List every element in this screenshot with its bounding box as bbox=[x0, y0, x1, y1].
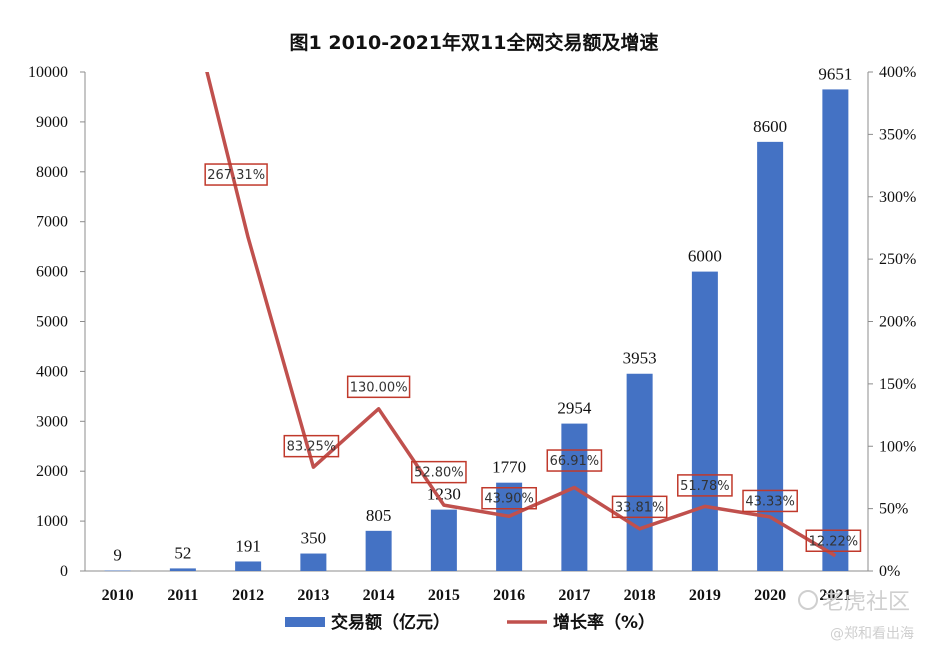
bar bbox=[235, 561, 262, 571]
x-tick-label: 2011 bbox=[167, 587, 198, 604]
rate-value-label: 51.78% bbox=[680, 479, 730, 494]
bar bbox=[757, 141, 784, 572]
y-right-tick-label: 200% bbox=[879, 314, 916, 331]
y-right-tick-label: 350% bbox=[879, 126, 916, 143]
chart-title: 图1 2010-2021年双11全网交易额及增速 bbox=[290, 31, 659, 54]
y-left-tick-label: 8000 bbox=[36, 164, 68, 181]
rate-value-label: 66.91% bbox=[550, 454, 600, 469]
bar bbox=[104, 570, 131, 572]
rate-label-box bbox=[742, 489, 798, 513]
legend: 交易额（亿元） 增长率（%） bbox=[285, 612, 655, 633]
y-left-tick-label: 2000 bbox=[36, 463, 68, 480]
watermark-brand: 老虎社区 bbox=[822, 590, 910, 615]
bar-value-label: 8600 bbox=[753, 117, 787, 136]
rate-value-label: 43.33% bbox=[745, 494, 795, 509]
y-left-tick-label: 0 bbox=[60, 563, 68, 580]
bar-value-label: 3953 bbox=[623, 349, 657, 368]
line-series: 267.31% 83.25% 130.00% 52.80% 43.90% 66.91% 33… bbox=[204, 72, 862, 558]
x-tick-label: 2010 bbox=[102, 587, 134, 604]
rate-label-box bbox=[805, 529, 862, 553]
bar bbox=[822, 89, 849, 571]
y-left-tick-label: 3000 bbox=[36, 413, 68, 430]
growth-rate-line bbox=[205, 72, 837, 558]
bar bbox=[430, 509, 457, 571]
rate-label-box bbox=[283, 434, 340, 458]
bar bbox=[691, 271, 718, 571]
bar bbox=[300, 553, 327, 571]
rate-label-box bbox=[546, 449, 603, 472]
y-left-tick-label: 10000 bbox=[28, 64, 68, 81]
y-right-tick-label: 0% bbox=[879, 563, 900, 580]
rate-value-label: 43.90% bbox=[484, 492, 534, 507]
bar bbox=[561, 423, 588, 571]
y-right-tick-label: 50% bbox=[879, 501, 908, 518]
watermark: 老虎社区 @郑和看出海 bbox=[798, 590, 914, 642]
bar-value-label: 9 bbox=[113, 546, 122, 565]
bar bbox=[169, 568, 196, 571]
x-tick-label: 2015 bbox=[428, 587, 460, 604]
y-left-tick-label: 4000 bbox=[36, 363, 68, 380]
bar bbox=[496, 482, 523, 571]
axes: 0 1000 2000 3000 4000 5000 6000 7000 8000 9000 100… bbox=[28, 64, 916, 604]
bar-value-label: 350 bbox=[301, 529, 327, 548]
x-tick-label: 2020 bbox=[754, 587, 786, 604]
y-right-tick-label: 250% bbox=[879, 251, 916, 268]
rate-value-label: 267.31% bbox=[207, 168, 265, 183]
bar-value-label: 52 bbox=[174, 543, 191, 562]
x-tick-label: 2018 bbox=[624, 587, 656, 604]
legend-label-line: 增长率（%） bbox=[553, 612, 655, 633]
x-tick-label: 2021 bbox=[819, 587, 851, 604]
x-tick-label: 2012 bbox=[232, 587, 264, 604]
y-left-tick-label: 9000 bbox=[36, 114, 68, 131]
y-left-tick-label: 5000 bbox=[36, 314, 68, 331]
bar-value-label: 1230 bbox=[427, 485, 461, 504]
bar-value-label: 191 bbox=[235, 536, 261, 555]
rate-label-box bbox=[411, 460, 467, 484]
rate-label-box bbox=[611, 495, 668, 519]
rate-value-label: 52.80% bbox=[414, 466, 464, 481]
x-tick-label: 2013 bbox=[297, 587, 329, 604]
y-right-tick-label: 400% bbox=[879, 64, 916, 81]
rate-value-label: 83.25% bbox=[287, 440, 337, 455]
bar bbox=[365, 530, 392, 571]
legend-swatch-bar bbox=[285, 617, 325, 627]
rate-value-label: 33.81% bbox=[615, 500, 665, 515]
y-right-tick-label: 100% bbox=[879, 438, 916, 455]
y-right-tick-label: 150% bbox=[879, 376, 916, 393]
x-tick-label: 2019 bbox=[689, 587, 721, 604]
y-left-tick-label: 6000 bbox=[36, 264, 68, 281]
rate-label-box bbox=[346, 375, 411, 399]
watermark-handle: @郑和看出海 bbox=[830, 626, 914, 642]
y-left-tick-label: 7000 bbox=[36, 214, 68, 231]
tiger-logo-icon bbox=[798, 590, 818, 610]
bar-value-label: 6000 bbox=[688, 247, 722, 266]
bar-value-label: 805 bbox=[366, 506, 392, 525]
x-tick-label: 2016 bbox=[493, 587, 525, 604]
bar-value-label: 2954 bbox=[557, 399, 592, 418]
x-tick-label: 2014 bbox=[363, 587, 395, 604]
y-right-tick-label: 300% bbox=[879, 189, 916, 206]
bar-value-label: 9651 bbox=[818, 64, 852, 83]
rate-value-label: 130.00% bbox=[350, 380, 408, 395]
legend-label-bar: 交易额（亿元） bbox=[331, 612, 450, 633]
bar-value-label: 1770 bbox=[492, 458, 526, 477]
rate-label-box bbox=[481, 486, 537, 510]
rate-label-box bbox=[677, 474, 733, 497]
bar bbox=[626, 373, 653, 571]
bar-series: 9 52 191 350 805 1230 1770 2954 3953 6000 8600 9651 bbox=[104, 64, 852, 572]
rate-value-label: 12.22% bbox=[809, 534, 859, 549]
rate-label-box bbox=[204, 163, 268, 186]
x-tick-label: 2017 bbox=[558, 587, 590, 604]
y-left-tick-label: 1000 bbox=[36, 513, 68, 530]
